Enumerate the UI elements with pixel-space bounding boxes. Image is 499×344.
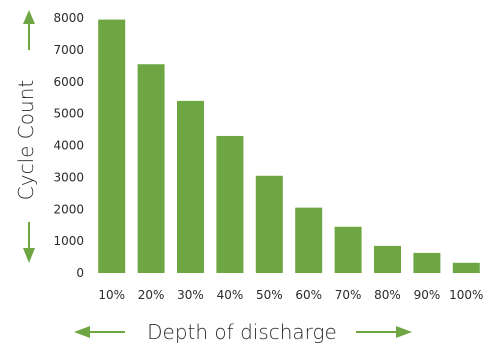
y-tick-label: 5000 bbox=[53, 107, 84, 121]
x-tick-label: 50% bbox=[256, 288, 283, 302]
y-tick-label: 4000 bbox=[53, 139, 84, 153]
bars bbox=[98, 19, 480, 273]
y-tick-label: 1000 bbox=[53, 234, 84, 248]
y-axis-tick-labels: 0 1000 2000 3000 4000 5000 6000 7000 8000 bbox=[53, 11, 84, 280]
x-tick-label: 20% bbox=[138, 288, 165, 302]
x-axis-title: Depth of discharge bbox=[147, 320, 337, 344]
x-axis-left-arrow-icon bbox=[74, 326, 125, 338]
y-axis-down-arrow-icon bbox=[23, 222, 35, 263]
x-tick-label: 10% bbox=[98, 288, 125, 302]
y-axis-up-arrow-icon bbox=[23, 10, 35, 50]
bar bbox=[452, 262, 480, 273]
x-axis-title-group: Depth of discharge bbox=[74, 320, 412, 344]
bar bbox=[374, 245, 401, 273]
bar bbox=[334, 226, 362, 273]
y-tick-label: 7000 bbox=[53, 43, 84, 57]
bar bbox=[413, 252, 441, 273]
x-tick-label: 80% bbox=[374, 288, 401, 302]
bar bbox=[137, 64, 165, 273]
y-axis-title: Cycle Count bbox=[14, 80, 38, 200]
y-tick-label: 3000 bbox=[53, 170, 84, 184]
bar bbox=[295, 207, 323, 273]
bar bbox=[98, 19, 126, 273]
x-axis-tick-labels: 10% 20% 30% 40% 50% 60% 70% 80% 90% 100% bbox=[98, 288, 483, 302]
x-tick-label: 70% bbox=[335, 288, 362, 302]
y-tick-label: 8000 bbox=[53, 11, 84, 25]
y-tick-label: 2000 bbox=[53, 202, 84, 216]
bar bbox=[177, 100, 204, 273]
x-tick-label: 100% bbox=[449, 288, 483, 302]
x-tick-label: 40% bbox=[217, 288, 244, 302]
x-tick-label: 30% bbox=[177, 288, 204, 302]
x-tick-label: 60% bbox=[295, 288, 322, 302]
bar bbox=[216, 135, 244, 273]
y-tick-label: 0 bbox=[76, 266, 84, 280]
y-axis-title-group: Cycle Count bbox=[14, 10, 38, 263]
x-tick-label: 90% bbox=[414, 288, 441, 302]
y-tick-label: 6000 bbox=[53, 75, 84, 89]
x-axis-right-arrow-icon bbox=[356, 326, 412, 338]
bar bbox=[255, 175, 283, 273]
